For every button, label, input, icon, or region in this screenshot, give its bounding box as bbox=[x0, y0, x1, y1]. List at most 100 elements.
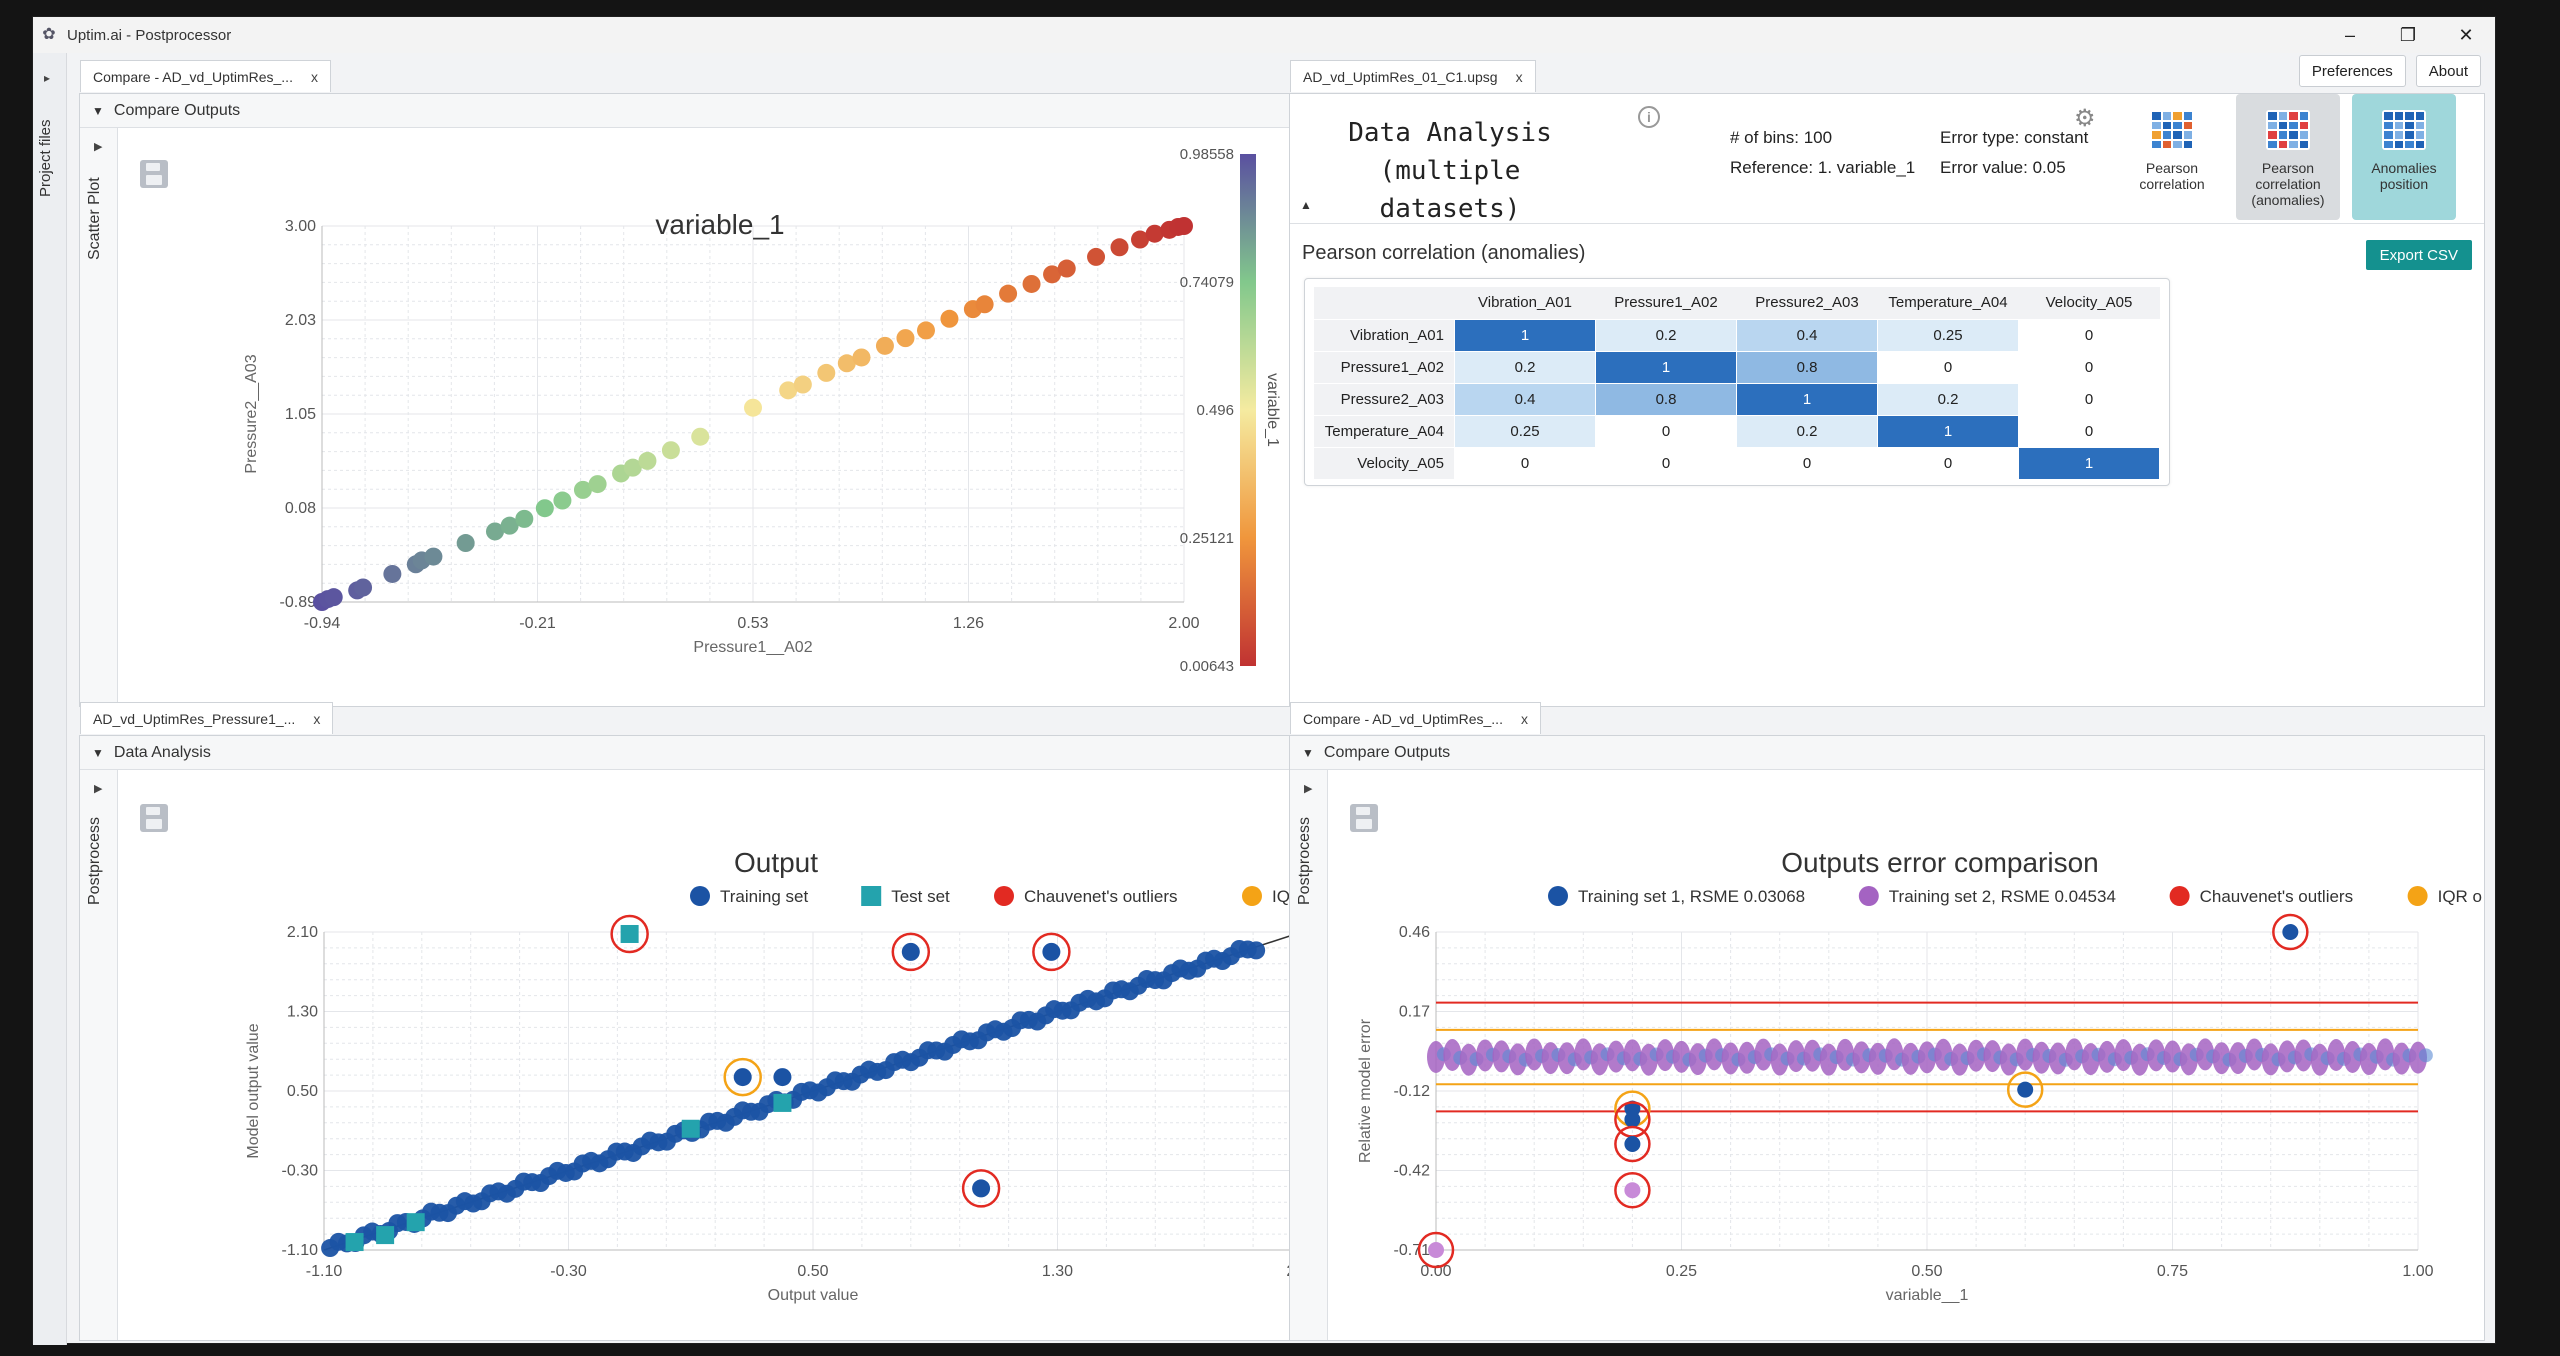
scatter-point bbox=[1043, 265, 1062, 284]
x-tick-label: 0.00 bbox=[1420, 1263, 1451, 1280]
row-label: Pressure1_A02 bbox=[1313, 350, 1455, 384]
table-cell[interactable]: 1 bbox=[1595, 350, 1737, 384]
table-cell[interactable]: 0 bbox=[1877, 350, 2019, 384]
tab-pressure1-results[interactable]: AD_vd_UptimRes_Pressure1_... x bbox=[80, 702, 334, 734]
close-tab-icon[interactable]: x bbox=[1520, 710, 1528, 727]
scatter-point bbox=[916, 321, 935, 340]
close-tab-icon[interactable]: x bbox=[313, 710, 321, 727]
table-cell[interactable]: 0.25 bbox=[1877, 318, 2019, 352]
expand-arrow-icon[interactable]: ▶ bbox=[1304, 783, 1313, 795]
collapse-up-icon[interactable]: ▲ bbox=[1300, 198, 1312, 212]
y-tick-label: 1.30 bbox=[287, 1004, 318, 1021]
scatter-point bbox=[817, 363, 836, 382]
training-set-2-point bbox=[2032, 1041, 2051, 1074]
export-csv-button[interactable]: Export CSV bbox=[2365, 240, 2472, 270]
save-icon[interactable] bbox=[140, 804, 168, 832]
project-files-label[interactable]: Project files bbox=[37, 119, 54, 197]
table-row: Velocity_A05 0 0 0 0 1 bbox=[1313, 446, 2160, 480]
table-cell[interactable]: 1 bbox=[1454, 318, 1596, 352]
scatter-point bbox=[573, 480, 592, 499]
mode-anomalies-position[interactable]: Anomalies position bbox=[2352, 94, 2456, 220]
maximize-button[interactable]: ❐ bbox=[2399, 24, 2417, 45]
table-cell[interactable]: 0.8 bbox=[1736, 350, 1878, 384]
outlier-ring bbox=[723, 1057, 762, 1097]
x-tick-label: 0.53 bbox=[737, 615, 768, 632]
side-toolbar: ▶ Scatter Plot bbox=[80, 128, 118, 706]
expand-arrow-icon[interactable]: ▶ bbox=[94, 783, 103, 795]
table-cell[interactable]: 0.8 bbox=[1595, 382, 1737, 416]
training-set-2-point bbox=[1525, 1038, 1544, 1071]
close-button[interactable]: ✕ bbox=[2458, 24, 2474, 45]
tab-data-analysis-file[interactable]: AD_vd_UptimRes_01_C1.upsg x bbox=[1290, 60, 1536, 92]
save-icon[interactable] bbox=[1350, 804, 1378, 832]
table-cell[interactable]: 1 bbox=[1877, 414, 2019, 448]
x-tick-label: -1.10 bbox=[306, 1263, 343, 1280]
preferences-button[interactable]: Preferences bbox=[2298, 55, 2406, 87]
y-tick-label: -1.10 bbox=[282, 1242, 319, 1259]
table-cell[interactable]: 0 bbox=[2018, 414, 2160, 448]
colorbar bbox=[1240, 154, 1256, 666]
outlier-point bbox=[2282, 924, 2299, 940]
collapse-caret-icon[interactable]: ▼ bbox=[1302, 745, 1314, 760]
table-cell[interactable]: 0 bbox=[1454, 446, 1596, 480]
y-tick-label: 1.05 bbox=[285, 406, 316, 423]
expand-arrow-icon[interactable]: ▸ bbox=[44, 71, 51, 85]
table-cell[interactable]: 0 bbox=[1595, 414, 1737, 448]
table-cell[interactable]: 0 bbox=[2018, 318, 2160, 352]
outlier-point bbox=[1428, 1242, 1444, 1258]
scatter-point bbox=[324, 588, 343, 607]
scatter-point bbox=[456, 534, 475, 553]
mode-pearson-correlation-anomalies[interactable]: Pearson correlation (anomalies) bbox=[2236, 94, 2340, 220]
error-value-label: Error value: 0.05 bbox=[1940, 158, 2066, 177]
outlier-ring bbox=[2006, 1071, 2044, 1108]
close-tab-icon[interactable]: x bbox=[310, 68, 318, 85]
collapse-caret-icon[interactable]: ▼ bbox=[92, 745, 104, 760]
tab-compare-outputs-bottom[interactable]: Compare - AD_vd_UptimRes_... x bbox=[1290, 702, 1541, 734]
table-cell[interactable]: 0 bbox=[1736, 446, 1878, 480]
minimize-button[interactable]: – bbox=[2344, 24, 2355, 45]
table-cell[interactable]: 0.2 bbox=[1877, 382, 2019, 416]
test-point bbox=[345, 1233, 364, 1252]
info-icon[interactable]: i bbox=[1638, 106, 1660, 128]
column-header: Velocity_A05 bbox=[2018, 287, 2160, 319]
training-set-2-point bbox=[1803, 1039, 1822, 1072]
training-set-2-point bbox=[1492, 1040, 1511, 1073]
scatter-plot-label[interactable]: Scatter Plot bbox=[86, 177, 103, 261]
y-tick-label: -0.89 bbox=[280, 594, 317, 611]
table-cell[interactable]: 0.2 bbox=[1454, 350, 1596, 384]
table-cell[interactable]: 0 bbox=[2018, 350, 2160, 384]
about-button[interactable]: About bbox=[2415, 55, 2481, 87]
section-header[interactable]: ▼ Compare Outputs bbox=[80, 94, 1312, 128]
outlier-point bbox=[972, 1179, 991, 1198]
table-cell[interactable]: 1 bbox=[1736, 382, 1878, 416]
reference-label: Reference: 1. variable_1 bbox=[1730, 158, 1916, 177]
table-cell[interactable]: 0.2 bbox=[1736, 414, 1878, 448]
outlier-point bbox=[1624, 1111, 1641, 1128]
y-tick-label: 2.10 bbox=[287, 924, 318, 941]
gear-icon[interactable]: ⚙ bbox=[2074, 105, 2096, 132]
table-cell[interactable]: 0.4 bbox=[1736, 318, 1878, 352]
collapse-caret-icon[interactable]: ▼ bbox=[92, 103, 104, 118]
mode-pearson-correlation[interactable]: Pearson correlation bbox=[2120, 94, 2224, 220]
training-set-2-point bbox=[1459, 1043, 1478, 1076]
legend-label: Test set bbox=[891, 887, 950, 906]
scatter-point bbox=[535, 499, 554, 518]
table-cell[interactable]: 0 bbox=[2018, 382, 2160, 416]
table-cell[interactable]: 0 bbox=[1877, 446, 2019, 480]
table-cell[interactable]: 0 bbox=[1595, 446, 1737, 480]
project-files-panel[interactable]: ▸ Project files bbox=[33, 53, 67, 1345]
x-tick-label: 0.50 bbox=[1911, 1263, 1942, 1280]
table-cell[interactable]: 0.25 bbox=[1454, 414, 1596, 448]
postprocess-label[interactable]: Postprocess bbox=[86, 816, 103, 906]
expand-arrow-icon[interactable]: ▶ bbox=[94, 141, 103, 153]
postprocess-label[interactable]: Postprocess bbox=[1296, 816, 1313, 906]
close-tab-icon[interactable]: x bbox=[1515, 68, 1523, 85]
table-cell[interactable]: 1 bbox=[2018, 446, 2160, 480]
tab-compare-outputs-top[interactable]: Compare - AD_vd_UptimRes_... x bbox=[80, 60, 331, 92]
section-header[interactable]: ▼ Compare Outputs bbox=[1290, 736, 2484, 770]
table-cell[interactable]: 0.2 bbox=[1595, 318, 1737, 352]
table-cell[interactable]: 0.4 bbox=[1454, 382, 1596, 416]
save-icon[interactable] bbox=[140, 160, 168, 188]
section-header[interactable]: ▼ Data Analysis bbox=[80, 736, 1312, 770]
legend-marker bbox=[1242, 886, 1262, 906]
